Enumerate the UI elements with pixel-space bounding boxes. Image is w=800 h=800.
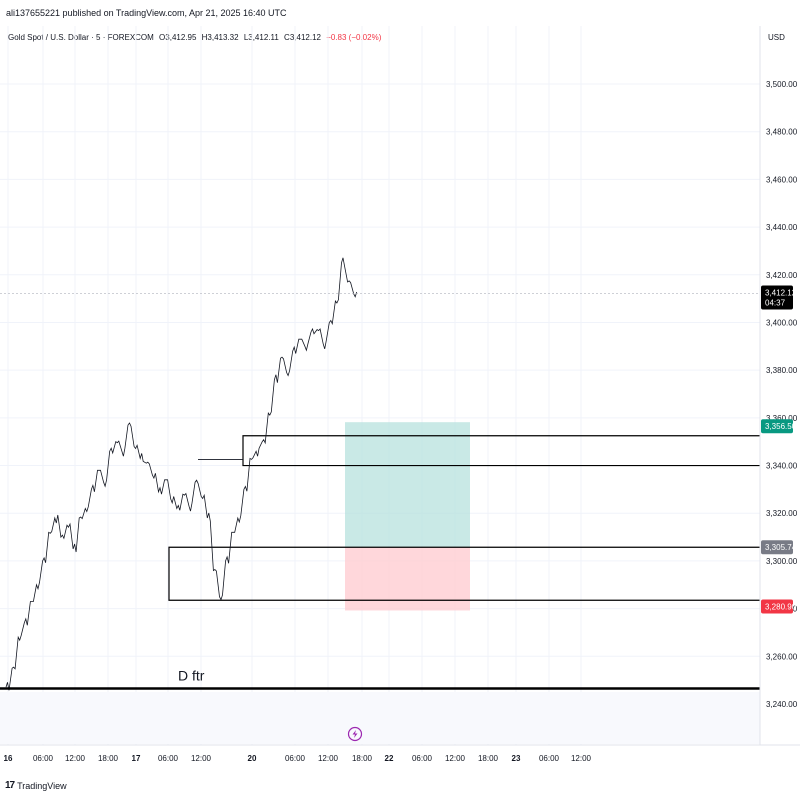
published-info: ali137655221 published on TradingView.co… — [6, 8, 287, 18]
price-tick-label: 3,440.00 — [766, 223, 798, 232]
grid — [0, 26, 760, 745]
price-badge — [761, 599, 793, 614]
time-tick-label: 22 — [385, 754, 394, 763]
time-tick-label: 06:00 — [412, 754, 433, 763]
price-tick-label: 3,420.00 — [766, 271, 798, 280]
time-tick-label: 06:00 — [33, 754, 54, 763]
zones[interactable] — [168, 435, 760, 601]
time-tick-label: 23 — [512, 754, 521, 763]
lightning-icon[interactable] — [347, 726, 363, 742]
profit-zone[interactable] — [345, 422, 470, 548]
ohlc-close: C3,412.12 — [284, 33, 321, 42]
price-tick-label: 3,460.00 — [766, 175, 798, 184]
price-tick-label: 3,480.00 — [766, 128, 798, 137]
price-badge — [761, 419, 793, 434]
price-tick-label: 3,380.00 — [766, 366, 798, 375]
horizontal-line-label: D ftr — [178, 668, 205, 684]
time-tick-label: 12:00 — [445, 754, 466, 763]
price-tick-label: 3,240.00 — [766, 700, 798, 709]
price-axis[interactable]: 3,500.00 3,480.00 3,460.00 3,440.00 3,420.00… — [766, 80, 798, 709]
price-series-line — [5, 257, 358, 691]
price-badge-label: 3,305.74 — [765, 543, 797, 552]
ohlc-change: −0.83 (−0.02%) — [326, 33, 382, 42]
countdown-label: 04:37 — [765, 299, 786, 308]
last-price-label: 3,412.12 — [765, 289, 797, 298]
price-badge-label: 3,356.50 — [765, 422, 797, 431]
price-tick-label: 3,260.00 — [766, 652, 798, 661]
ohlc-low: L3,412.11 — [243, 33, 279, 42]
time-tick-label: 06:00 — [158, 754, 179, 763]
time-tick-label: 17 — [132, 754, 141, 763]
time-tick-label: 12:00 — [571, 754, 592, 763]
brand-label: TradingView — [17, 780, 67, 791]
time-tick-label: 12:00 — [65, 754, 86, 763]
long-position-tool[interactable] — [345, 422, 470, 611]
symbol-legend: Gold Spot / U.S. Dollar · 5 · FOREXCOM O… — [8, 33, 384, 42]
currency-label[interactable]: USD — [768, 33, 785, 42]
time-tick-label: 12:00 — [318, 754, 339, 763]
last-price-badge — [761, 285, 793, 310]
time-tick-label: 12:00 — [191, 754, 212, 763]
price-tick-label: 3,400.00 — [766, 318, 798, 327]
ohlc-open: O3,412.95 — [159, 33, 197, 42]
price-badge-label: 3,280.90 — [765, 602, 797, 611]
time-tick-label: 20 — [248, 754, 257, 763]
time-tick-label: 18:00 — [478, 754, 499, 763]
time-tick-label: 18:00 — [98, 754, 119, 763]
time-axis[interactable]: 16 06:00 12:00 18:00 17 06:00 12:00 20 06:00 12:0… — [4, 754, 592, 763]
ohlc-high: H3,413.32 — [201, 33, 239, 42]
stop-loss-zone[interactable] — [345, 547, 470, 611]
price-tick-label: 3,320.00 — [766, 509, 798, 518]
time-tick-label: 18:00 — [352, 754, 373, 763]
tradingview-mark-icon: 17 — [5, 780, 15, 791]
price-badge — [761, 540, 793, 555]
price-tick-label: 3,500.00 — [766, 80, 798, 89]
symbol-name[interactable]: Gold Spot / U.S. Dollar · 5 · FOREXCOM — [8, 33, 154, 42]
price-tick-label: 3,340.00 — [766, 462, 798, 471]
price-tick-label: 3,360.00 — [766, 414, 798, 423]
time-tick-label: 06:00 — [539, 754, 560, 763]
upper-zone[interactable] — [242, 435, 760, 467]
lower-zone[interactable] — [168, 546, 760, 601]
time-tick-label: 06:00 — [285, 754, 306, 763]
time-tick-label: 16 — [4, 754, 13, 763]
tradingview-logo[interactable]: 17 TradingView — [5, 780, 67, 791]
lower-pane-shade — [0, 692, 760, 744]
price-tick-label: 3,300.00 — [766, 557, 798, 566]
